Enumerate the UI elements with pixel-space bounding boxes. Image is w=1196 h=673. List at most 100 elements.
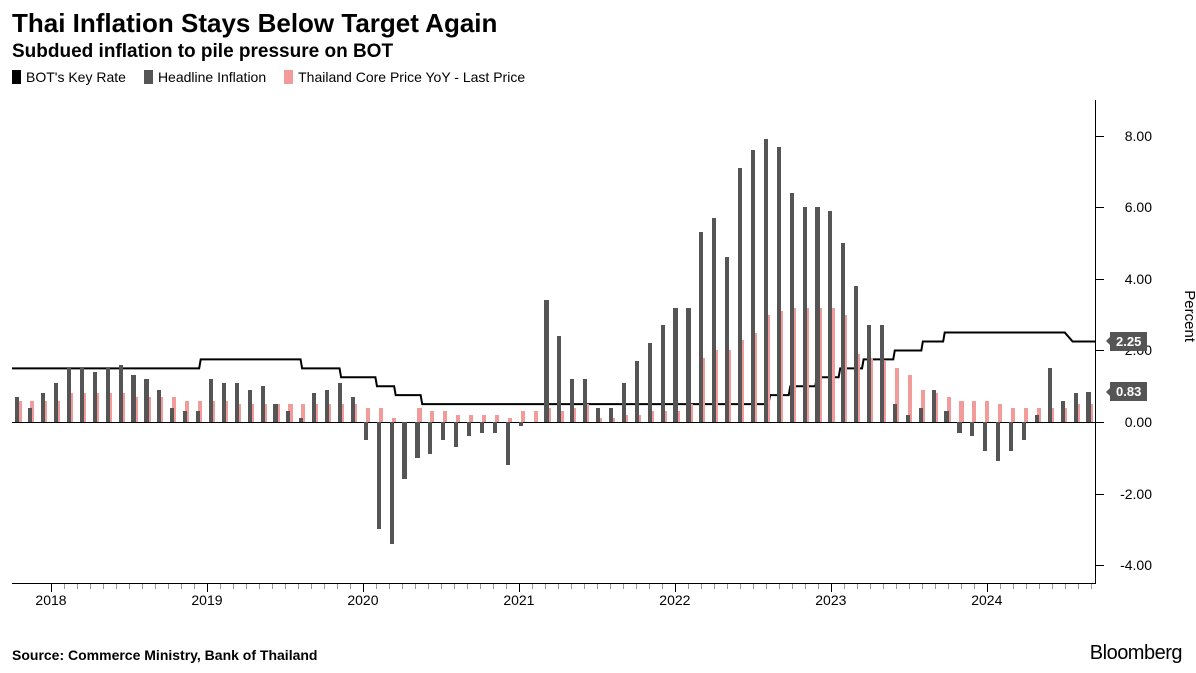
x-minor-tick (103, 584, 104, 589)
core-bar (673, 308, 677, 422)
core-bar (364, 422, 368, 440)
x-minor-tick (870, 584, 871, 589)
x-axis: 2018201920202021202220232024 (12, 583, 1096, 613)
x-minor-tick (285, 584, 286, 589)
x-tick-label: 2024 (971, 592, 1002, 608)
core-bar (699, 232, 703, 422)
x-tick (831, 584, 832, 592)
legend-swatch-core (284, 70, 293, 84)
x-minor-tick (883, 584, 884, 589)
x-minor-tick (324, 584, 325, 589)
core-bar (932, 390, 936, 422)
headline-bar (534, 411, 538, 422)
headline-bar (1011, 408, 1015, 422)
x-minor-tick (129, 584, 130, 589)
x-tick-label: 2020 (347, 592, 378, 608)
headline-bar (1024, 408, 1028, 422)
core-bar (983, 422, 987, 451)
x-tick (987, 584, 988, 592)
core-bar (725, 257, 729, 422)
headline-bar (998, 404, 1002, 422)
x-minor-tick (922, 584, 923, 589)
core-bar (235, 383, 239, 422)
core-bar (390, 422, 394, 544)
core-bar (80, 368, 84, 422)
core-bar (196, 411, 200, 422)
headline-bar (985, 401, 989, 422)
y-tick-label: 6.00 (1125, 199, 1152, 215)
core-bar (506, 422, 510, 465)
headline-bar (379, 408, 383, 422)
x-tick (363, 584, 364, 592)
core-bar (764, 139, 768, 422)
core-bar (790, 193, 794, 422)
core-bar (738, 168, 742, 422)
x-minor-tick (597, 584, 598, 589)
core-bar (803, 207, 807, 422)
x-minor-tick (896, 584, 897, 589)
core-bar (996, 422, 1000, 461)
core-bar (570, 379, 574, 422)
core-bar (312, 393, 316, 422)
x-minor-tick (779, 584, 780, 589)
core-bar (402, 422, 406, 479)
core-bar (286, 411, 290, 422)
x-minor-tick (532, 584, 533, 589)
y-tick-label: 4.00 (1125, 271, 1152, 287)
headline-bar (456, 415, 460, 422)
core-bar (325, 390, 329, 422)
x-minor-tick (298, 584, 299, 589)
core-bar (261, 386, 265, 422)
core-bar (454, 422, 458, 447)
chart-subtitle: Subdued inflation to pile pressure on BO… (12, 41, 1184, 63)
legend-item-headline: Headline Inflation (144, 69, 266, 85)
chart-title: Thai Inflation Stays Below Target Again (12, 8, 1184, 39)
x-minor-tick (77, 584, 78, 589)
x-tick (207, 584, 208, 592)
headline-bar (959, 401, 963, 422)
legend-label-headline: Headline Inflation (158, 69, 266, 85)
x-minor-tick (194, 584, 195, 589)
x-minor-tick (181, 584, 182, 589)
brand-text: Bloomberg (1090, 642, 1182, 665)
y-tick-mark (1096, 207, 1104, 208)
legend: BOT's Key Rate Headline Inflation Thaila… (12, 69, 1184, 85)
x-minor-tick (844, 584, 845, 589)
y-tick-label: 8.00 (1125, 128, 1152, 144)
x-minor-tick (90, 584, 91, 589)
core-bar (596, 408, 600, 422)
core-bar (944, 411, 948, 422)
legend-item-core: Thailand Core Price YoY - Last Price (284, 69, 525, 85)
x-minor-tick (935, 584, 936, 589)
x-minor-tick (428, 584, 429, 589)
x-minor-tick (467, 584, 468, 589)
x-minor-tick (272, 584, 273, 589)
headline-bar (443, 411, 447, 422)
core-bar (93, 372, 97, 422)
x-minor-tick (701, 584, 702, 589)
core-bar (815, 207, 819, 422)
y-tick-mark (1096, 279, 1104, 280)
source-text: Source: Commerce Ministry, Bank of Thail… (12, 647, 317, 663)
core-bar (15, 397, 19, 422)
core-bar (441, 422, 445, 440)
core-bar (480, 422, 484, 433)
x-minor-tick (116, 584, 117, 589)
core-bar (880, 325, 884, 422)
core-bar (157, 390, 161, 422)
core-bar (119, 365, 123, 422)
x-minor-tick (337, 584, 338, 589)
core-bar (1061, 401, 1065, 422)
core-bar (351, 397, 355, 422)
core-bar (415, 422, 419, 458)
x-tick-label: 2022 (659, 592, 690, 608)
x-minor-tick (818, 584, 819, 589)
y-axis-label: Percent (1182, 290, 1196, 342)
x-minor-tick (1013, 584, 1014, 589)
headline-bar (417, 408, 421, 422)
x-minor-tick (389, 584, 390, 589)
x-minor-tick (948, 584, 949, 589)
x-minor-tick (714, 584, 715, 589)
headline-bar (430, 411, 434, 422)
x-minor-tick (1026, 584, 1027, 589)
